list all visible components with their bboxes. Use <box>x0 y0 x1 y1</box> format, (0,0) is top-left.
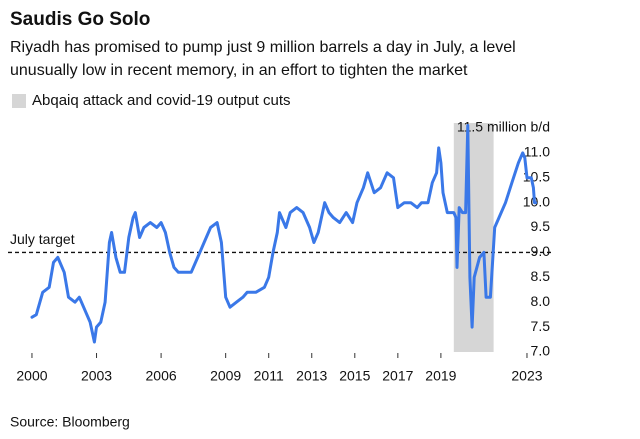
y-tick-label: 7.5 <box>531 318 551 334</box>
y-tick-label: 10.5 <box>523 168 550 184</box>
x-tick-label: 2006 <box>146 368 177 384</box>
y-tick-label: 7.0 <box>531 343 551 359</box>
x-tick-label: 2019 <box>425 368 456 384</box>
y-tick-label: 9.0 <box>531 243 551 259</box>
subtitle: unusually low in recent memory, in an ef… <box>10 62 468 79</box>
y-tick-label: 9.5 <box>531 218 551 234</box>
reference-label: July target <box>10 231 75 247</box>
x-tick-label: 2000 <box>16 368 47 384</box>
x-tick-label: 2011 <box>254 368 284 384</box>
legend-label: Abqaiq attack and covid-19 output cuts <box>32 92 291 109</box>
x-tick-label: 2017 <box>382 368 413 384</box>
x-tick-label: 2013 <box>296 368 327 384</box>
y-tick-label: 10.0 <box>523 193 550 209</box>
x-tick-label: 2003 <box>81 368 112 384</box>
legend-swatch <box>12 94 26 108</box>
y-tick-label: 11.5 million b/d <box>457 119 550 135</box>
y-tick-label: 11.0 <box>524 144 550 160</box>
y-tick-label: 8.0 <box>531 293 551 309</box>
source: Source: Bloomberg <box>10 414 130 430</box>
chart-title: Saudis Go Solo <box>10 9 150 30</box>
x-tick-label: 2015 <box>339 368 370 384</box>
y-tick-label: 8.5 <box>531 268 551 284</box>
data-line <box>30 124 538 344</box>
x-tick-label: 2009 <box>210 368 241 384</box>
subtitle: Riyadh has promised to pump just 9 milli… <box>10 39 516 56</box>
x-tick-label: 2023 <box>511 368 542 384</box>
